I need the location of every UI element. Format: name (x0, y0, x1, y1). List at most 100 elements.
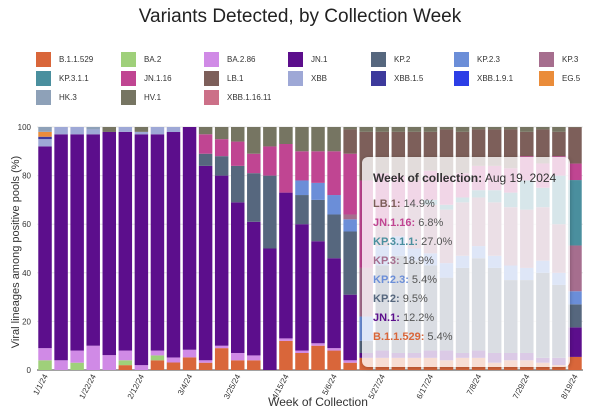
bar-segment[interactable] (327, 350, 341, 370)
bar-segment[interactable] (38, 348, 52, 361)
bar-segment[interactable] (343, 129, 357, 154)
bar-segment[interactable] (198, 153, 213, 166)
bar-segment[interactable] (214, 175, 229, 346)
bar-segment[interactable] (455, 127, 470, 132)
bar-segment[interactable] (38, 146, 52, 349)
bar-segment[interactable] (311, 345, 325, 370)
bar-segment[interactable] (150, 350, 165, 356)
legend-item[interactable]: XBB.1.5 (371, 71, 423, 86)
bar-segment[interactable] (182, 349, 197, 358)
bar-segment[interactable] (568, 356, 582, 370)
bar-segment[interactable] (327, 127, 341, 152)
bar-segment[interactable] (311, 127, 325, 152)
legend-item[interactable]: KP.3 (539, 52, 578, 67)
bar-segment[interactable] (247, 355, 261, 361)
bar-segment[interactable] (38, 360, 52, 370)
bar-segment[interactable] (279, 340, 293, 370)
bar-segment[interactable] (150, 355, 165, 361)
legend-item[interactable]: XBB.1.16.11 (204, 90, 271, 105)
bar-segment[interactable] (552, 365, 566, 370)
bar-segment[interactable] (295, 352, 309, 370)
legend-item[interactable]: XBB (288, 71, 327, 86)
bar-segment[interactable] (552, 131, 566, 157)
bar-segment[interactable] (38, 131, 52, 137)
bar-segment[interactable] (182, 127, 197, 350)
bar-segment[interactable] (118, 365, 133, 370)
bar-segment[interactable] (214, 348, 229, 370)
bar-segment[interactable] (279, 192, 293, 339)
bar-segment[interactable] (230, 352, 245, 361)
bar-segment[interactable] (503, 127, 518, 130)
bar-segment[interactable] (198, 165, 213, 361)
bar-segment[interactable] (568, 327, 582, 357)
bar-segment[interactable] (230, 360, 245, 370)
bar-segment[interactable] (102, 131, 117, 356)
bar-segment[interactable] (54, 127, 68, 135)
bar-segment[interactable] (568, 304, 582, 328)
bar-segment[interactable] (311, 182, 325, 200)
bar-segment[interactable] (247, 360, 261, 370)
legend-item[interactable]: XBB.1.9.1 (454, 71, 513, 86)
bar-segment[interactable] (487, 129, 502, 166)
bar-segment[interactable] (86, 129, 100, 135)
bar-segment[interactable] (295, 127, 309, 152)
bar-segment[interactable] (247, 153, 261, 174)
bar-segment[interactable] (150, 134, 165, 351)
bar-segment[interactable] (327, 214, 341, 259)
bar-segment[interactable] (568, 245, 582, 292)
bar-segment[interactable] (327, 258, 341, 349)
bar-segment[interactable] (118, 127, 133, 132)
bar-segment[interactable] (279, 144, 293, 193)
bar-segment[interactable] (214, 127, 229, 140)
bar-segment[interactable] (150, 360, 165, 370)
bar-segment[interactable] (327, 348, 341, 351)
bar-segment[interactable] (118, 360, 133, 366)
bar-segment[interactable] (166, 127, 181, 133)
bar-segment[interactable] (70, 350, 84, 363)
bar-segment[interactable] (38, 127, 52, 132)
bar-segment[interactable] (295, 180, 309, 196)
legend-item[interactable]: KP.3.1.1 (36, 71, 89, 86)
bar-segment[interactable] (471, 127, 486, 130)
bar-segment[interactable] (568, 163, 582, 181)
bar-segment[interactable] (343, 231, 357, 295)
legend-item[interactable]: LB.1 (204, 71, 243, 86)
bar-segment[interactable] (86, 134, 100, 346)
bar-segment[interactable] (247, 127, 261, 154)
bar-segment[interactable] (327, 195, 341, 215)
bar-segment[interactable] (70, 362, 84, 370)
bar-segment[interactable] (311, 151, 325, 183)
bar-segment[interactable] (279, 127, 293, 145)
bar-segment[interactable] (118, 131, 133, 351)
bar-segment[interactable] (214, 156, 229, 176)
bar-segment[interactable] (568, 127, 582, 164)
bar-segment[interactable] (134, 365, 149, 370)
legend-item[interactable]: KP.2.3 (454, 52, 500, 67)
bar-segment[interactable] (166, 362, 181, 370)
legend-item[interactable]: BA.2.86 (204, 52, 255, 67)
bar-segment[interactable] (279, 338, 293, 341)
bar-segment[interactable] (263, 127, 277, 147)
bar-segment[interactable] (214, 139, 229, 157)
bar-segment[interactable] (198, 360, 213, 363)
bar-segment[interactable] (134, 134, 149, 366)
bar-segment[interactable] (343, 294, 357, 361)
bar-segment[interactable] (343, 153, 357, 215)
legend-item[interactable]: B.1.1.529 (36, 52, 93, 67)
bar-segment[interactable] (568, 291, 582, 305)
legend-item[interactable]: EG.5 (539, 71, 580, 86)
bar-segment[interactable] (263, 175, 277, 249)
bar-segment[interactable] (70, 127, 84, 135)
legend-item[interactable]: KP.2 (371, 52, 410, 67)
bar-segment[interactable] (150, 127, 165, 135)
bar-segment[interactable] (343, 214, 357, 220)
bar-segment[interactable] (70, 134, 84, 351)
bar-segment[interactable] (343, 360, 357, 363)
legend-item[interactable]: HV.1 (121, 90, 161, 105)
bar-segment[interactable] (86, 127, 100, 130)
bar-segment[interactable] (375, 127, 390, 132)
bar-segment[interactable] (230, 202, 245, 353)
bar-segment[interactable] (86, 345, 100, 370)
bar-segment[interactable] (552, 127, 566, 132)
bar-segment[interactable] (263, 146, 277, 176)
